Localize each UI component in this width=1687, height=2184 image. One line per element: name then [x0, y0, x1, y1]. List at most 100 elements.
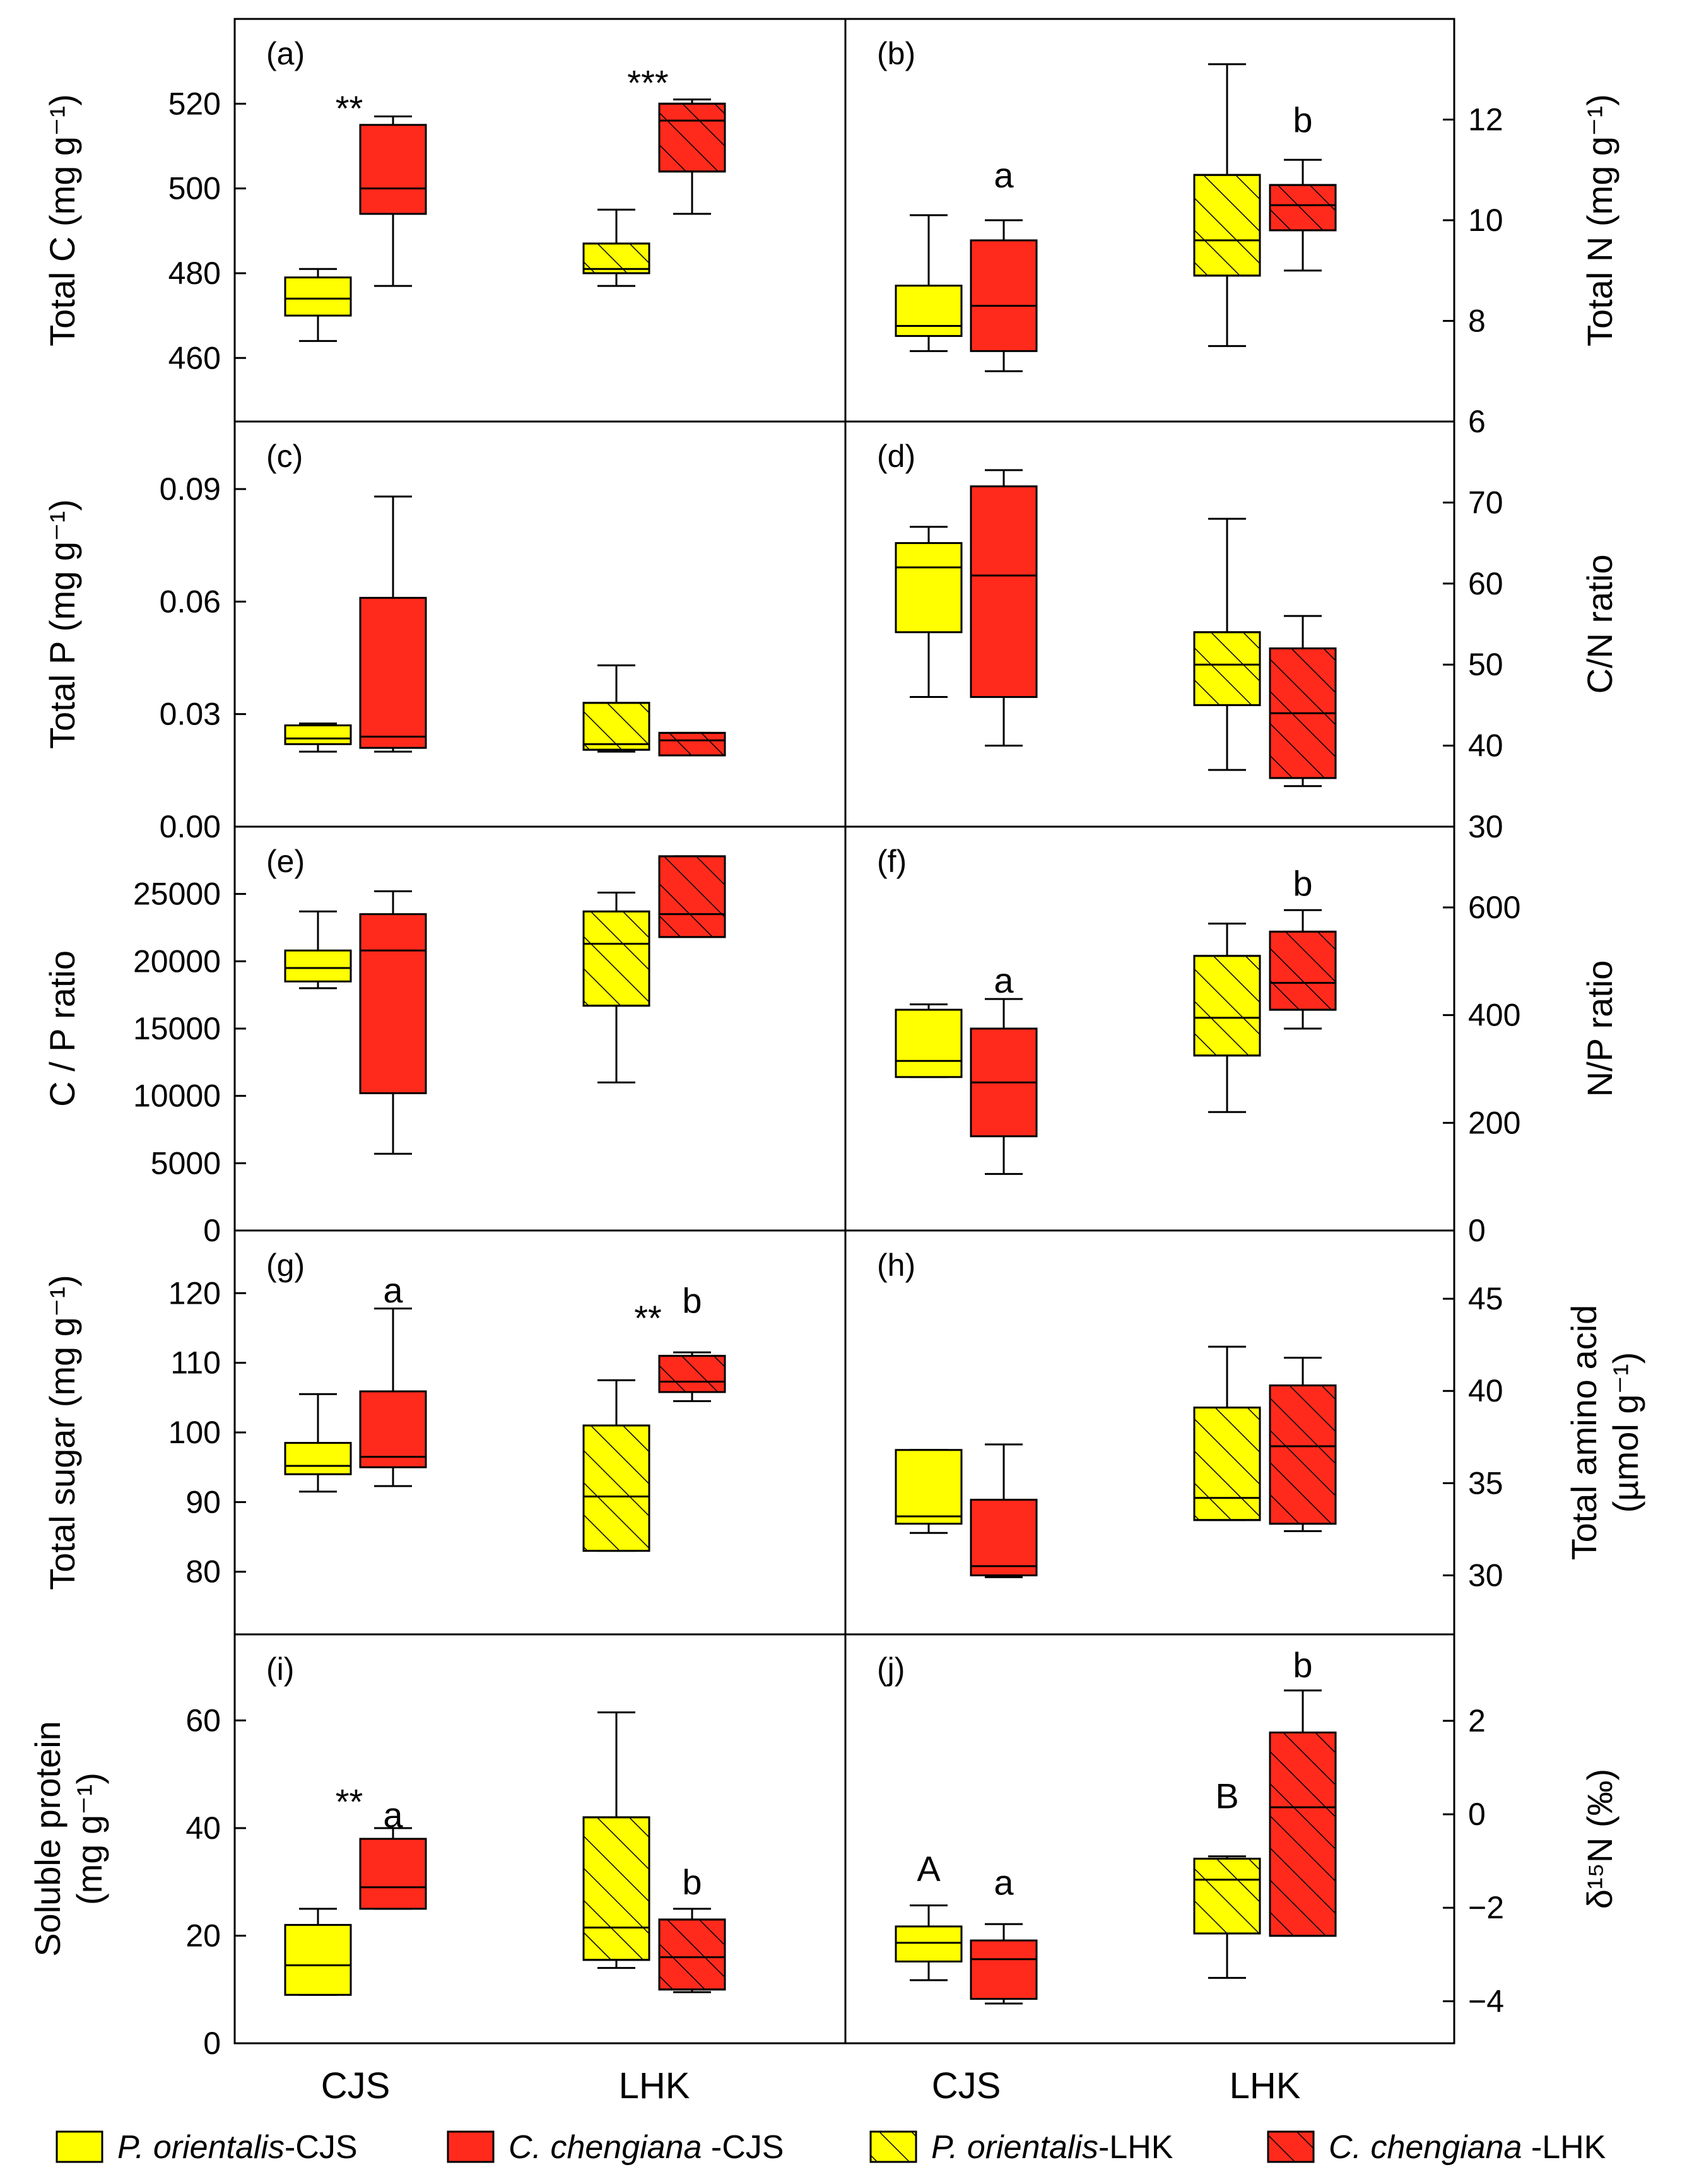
panel-label: (c) — [266, 439, 303, 474]
box-c-chengiana-lhk — [658, 731, 726, 757]
legend-label: C. chengiana -LHK — [1329, 2129, 1606, 2166]
y-tick-label: 400 — [1468, 998, 1520, 1033]
x-category-lhk: LHK — [1230, 2065, 1301, 2106]
hatch-overlay — [1193, 955, 1261, 1057]
y-tick-label: 0 — [203, 2026, 221, 2061]
hatch-overlay — [658, 731, 726, 757]
box-c-chengiana-lhk — [658, 855, 726, 938]
box-c-chengiana-lhk — [1269, 1357, 1337, 1532]
y-tick-label: 40 — [1468, 1373, 1503, 1408]
panel-e: 0 5000 10000 15000 20000 25000 C / P ratio (e) — [42, 844, 726, 1248]
y-axis-label: Total N (mg g⁻¹) — [1580, 94, 1619, 346]
box-p-orientalis-cjs — [895, 1904, 963, 1981]
y-tick-label: 60 — [1468, 566, 1503, 601]
iqr-box — [895, 285, 963, 337]
y-axis-label: Total amino acid(µmol g⁻¹) — [1564, 1305, 1645, 1561]
iqr-box — [970, 239, 1038, 352]
iqr-box — [359, 596, 427, 749]
box-p-orientalis-lhk — [582, 664, 650, 753]
y-tick-label: 460 — [168, 340, 221, 375]
x-category-lhk: LHK — [619, 2065, 690, 2106]
box-c-chengiana-lhk — [1269, 615, 1337, 788]
legend-item: C. chengiana -LHK — [1267, 2129, 1606, 2166]
y-tick-label: 2 — [1468, 1703, 1486, 1738]
panel-frames — [233, 18, 1455, 2045]
legend-item: P. orientalis-CJS — [56, 2129, 358, 2166]
box-c-chengiana-lhk — [658, 98, 726, 215]
y-tick-label: 500 — [168, 171, 221, 206]
legend-swatch — [56, 2130, 103, 2163]
y-tick-label: 120 — [168, 1275, 221, 1311]
iqr-box — [359, 1838, 427, 1910]
hatch-overlay — [1269, 930, 1337, 1011]
legend: P. orientalis-CJS C. chengiana -CJS P. ori… — [56, 2129, 1606, 2166]
box-c-chengiana-cjs — [359, 1827, 427, 1910]
y-tick-label: 12 — [1468, 102, 1503, 138]
iqr-box — [359, 124, 427, 215]
box-c-chengiana-lhk — [1269, 909, 1337, 1030]
significance-annotation: a — [994, 960, 1014, 1000]
box-c-chengiana-cjs — [970, 469, 1038, 747]
significance-annotation: a — [383, 1270, 403, 1310]
iqr-box — [895, 1925, 963, 1963]
y-tick-label: 20 — [185, 1918, 221, 1953]
y-tick-label: 45 — [1468, 1281, 1503, 1316]
panel-i: 0 20 40 60 Soluble protein(mg g⁻¹) (i) ** a b — [28, 1651, 726, 2061]
hatch-overlay — [1193, 1407, 1261, 1521]
box-p-orientalis-lhk — [582, 1711, 650, 1969]
y-axis-label: C / P ratio — [42, 950, 82, 1107]
y-tick-label: 50 — [1468, 647, 1503, 682]
box-p-orientalis-cjs — [284, 910, 352, 989]
y-tick-label: 80 — [185, 1554, 221, 1590]
box-p-orientalis-cjs — [284, 1908, 352, 1996]
legend-swatch — [447, 2130, 495, 2163]
iqr-box — [359, 1390, 427, 1468]
y-axis-label: N/P ratio — [1580, 960, 1619, 1097]
box-p-orientalis-lhk — [1193, 923, 1261, 1113]
hatch-overlay — [1269, 184, 1337, 232]
y-tick-label: 20000 — [133, 943, 221, 979]
significance-annotation: b — [682, 1280, 702, 1320]
box-p-orientalis-cjs — [895, 1003, 963, 1078]
significance-annotation: a — [383, 1795, 403, 1835]
y-tick-label: −4 — [1468, 1983, 1504, 2019]
y-tick-label: 8 — [1468, 304, 1486, 339]
iqr-box — [284, 949, 352, 983]
legend-swatch-hatch — [1267, 2130, 1315, 2163]
hatch-overlay — [658, 102, 726, 173]
panel-label: (i) — [266, 1651, 294, 1687]
panel-b: 6 8 10 12 Total N (mg g⁻¹) (b) a b — [877, 36, 1619, 439]
significance-annotation: A — [917, 1848, 941, 1888]
box-p-orientalis-cjs — [284, 1393, 352, 1493]
hatch-overlay — [1193, 631, 1261, 706]
y-tick-label: 15000 — [133, 1011, 221, 1046]
legend-item: P. orientalis-LHK — [869, 2129, 1173, 2166]
y-tick-label: 40 — [1468, 728, 1503, 764]
y-tick-label: 0.00 — [160, 809, 221, 844]
significance-annotation: B — [1215, 1776, 1238, 1815]
iqr-box — [284, 276, 352, 317]
iqr-box — [970, 485, 1038, 699]
y-axis-label: Total sugar (mg g⁻¹) — [42, 1275, 82, 1590]
hatch-overlay — [1193, 174, 1261, 277]
panel-g: 80 90 100 110 120 Total sugar (mg g⁻¹) (g) a ** b — [42, 1248, 726, 1590]
box-p-orientalis-cjs — [284, 268, 352, 342]
y-tick-label: 480 — [168, 256, 221, 291]
iqr-box — [895, 1449, 963, 1525]
significance-annotation: b — [1293, 100, 1312, 140]
box-p-orientalis-lhk — [582, 208, 650, 287]
y-tick-label: 520 — [168, 86, 221, 121]
hatch-overlay — [1269, 1732, 1337, 1937]
y-tick-label: 90 — [185, 1484, 221, 1520]
box-p-orientalis-cjs — [895, 214, 963, 352]
hatch-overlay — [1193, 1857, 1261, 1935]
iqr-box — [895, 542, 963, 634]
legend-item: C. chengiana -CJS — [447, 2129, 784, 2166]
y-tick-label: 100 — [168, 1415, 221, 1450]
x-category-cjs: CJS — [321, 2065, 391, 2106]
hatch-overlay — [658, 855, 726, 938]
box-c-chengiana-cjs — [359, 115, 427, 287]
hatch-overlay — [582, 1816, 650, 1961]
y-tick-label: 30 — [1468, 1557, 1503, 1593]
